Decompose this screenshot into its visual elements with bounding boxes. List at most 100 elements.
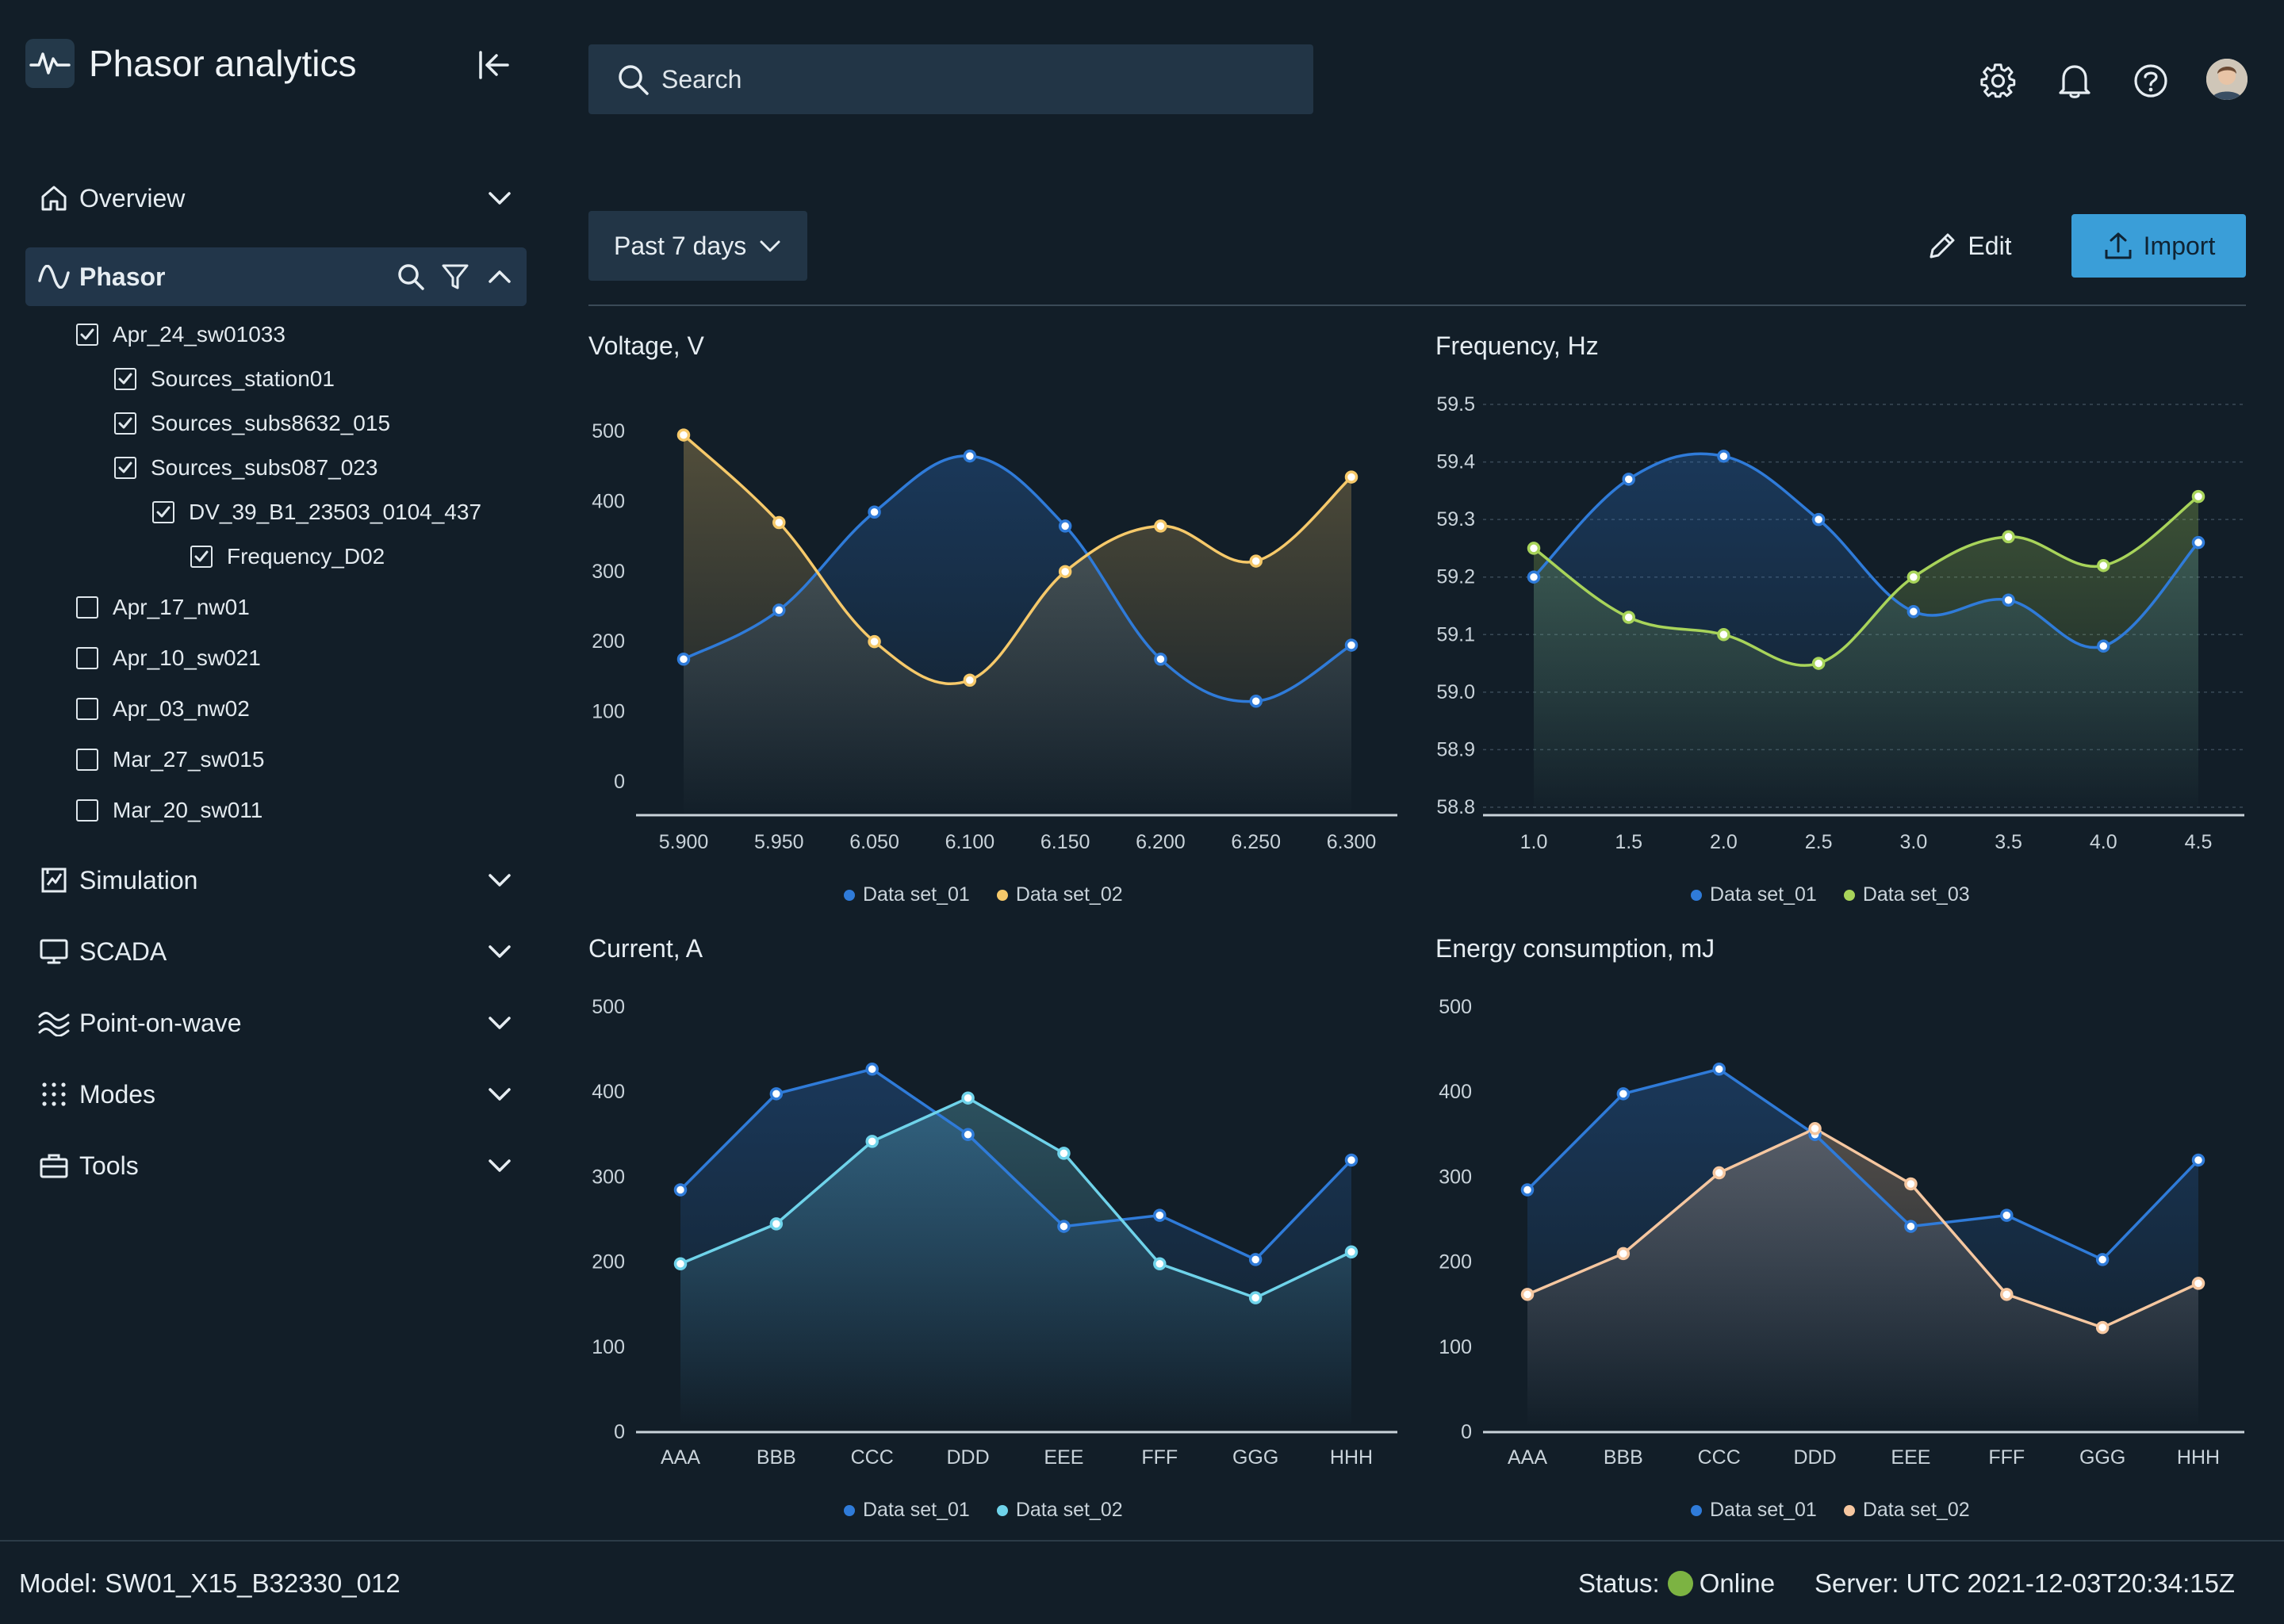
tree-item[interactable]: Apr_17_nw01 <box>76 590 250 625</box>
y-tick-label: 59.2 <box>1436 566 1475 588</box>
status-footer: Model: SW01_X15_B32330_012 Status: Onlin… <box>0 1540 2284 1624</box>
legend-item[interactable]: Data set_01 <box>1691 1499 1817 1522</box>
user-avatar[interactable] <box>2206 59 2248 100</box>
import-label: Import <box>2143 231 2216 260</box>
settings-gear-icon[interactable] <box>1979 62 2018 100</box>
checkbox-checked[interactable] <box>152 501 174 523</box>
chevron-down-icon[interactable] <box>482 934 517 969</box>
x-tick-label: CCC <box>1698 1446 1741 1469</box>
tree-item-label: Frequency_D02 <box>227 544 385 569</box>
bell-notification-icon[interactable] <box>2056 62 2094 100</box>
tree-item-label: Apr_17_nw01 <box>113 595 250 619</box>
checkbox-unchecked[interactable] <box>76 749 98 771</box>
y-tick-label: 300 <box>1439 1166 1472 1188</box>
nav-label: Point-on-wave <box>79 1008 242 1037</box>
data-point <box>2191 489 2205 504</box>
nav-item-scada[interactable]: SCADA <box>25 923 527 980</box>
edit-button[interactable]: Edit <box>1910 211 2029 281</box>
x-tick-label: 4.0 <box>2090 831 2117 853</box>
legend-label: Data set_03 <box>1862 883 1970 906</box>
chevron-down-icon[interactable] <box>482 1077 517 1112</box>
data-point <box>1811 512 1826 527</box>
nav-item-phasor[interactable]: Phasor <box>25 247 527 306</box>
checkbox-checked[interactable] <box>114 457 136 479</box>
tree-item[interactable]: Sources_station01 <box>114 362 335 396</box>
checkbox-unchecked[interactable] <box>76 698 98 720</box>
legend-label: Data set_01 <box>1710 883 1817 906</box>
checkbox-unchecked[interactable] <box>76 799 98 822</box>
y-tick-label: 100 <box>592 1336 625 1358</box>
checkbox-checked[interactable] <box>114 412 136 435</box>
y-tick-label: 200 <box>592 1251 625 1274</box>
series-line <box>1526 1067 2200 1262</box>
data-point <box>1712 1166 1726 1180</box>
chevron-down-icon[interactable] <box>482 181 517 216</box>
data-point <box>676 428 691 442</box>
legend-item[interactable]: Data set_01 <box>1691 883 1817 906</box>
legend-item[interactable]: Data set_02 <box>996 1499 1123 1522</box>
checkbox-checked[interactable] <box>114 368 136 390</box>
tree-item-label: Sources_station01 <box>151 366 335 391</box>
nav-item-tools[interactable]: Tools <box>25 1137 527 1194</box>
chevron-up-icon[interactable] <box>482 259 517 294</box>
nav-item-point-on-wave[interactable]: Point-on-wave <box>25 994 527 1051</box>
tree-item[interactable]: Mar_20_sw011 <box>76 793 263 828</box>
tree-item[interactable]: Frequency_D02 <box>190 539 385 574</box>
x-tick-label: BBB <box>757 1446 796 1469</box>
current-chart-legend: Data set_01 Data set_02 <box>844 1499 1150 1522</box>
search-bar[interactable] <box>588 44 1313 114</box>
upload-icon <box>2105 232 2132 259</box>
y-tick-label: 59.4 <box>1436 451 1475 473</box>
nav-item-simulation[interactable]: Simulation <box>25 852 527 909</box>
help-question-icon[interactable] <box>2132 62 2170 100</box>
checkbox-unchecked[interactable] <box>76 647 98 669</box>
monitor-icon <box>36 934 71 969</box>
tree-item[interactable]: DV_39_B1_23503_0104_437 <box>152 495 481 530</box>
x-tick-label: 6.150 <box>1040 831 1090 853</box>
checkbox-checked[interactable] <box>190 546 213 568</box>
nav-item-modes[interactable]: Modes <box>25 1066 527 1123</box>
y-tick-label: 100 <box>1439 1336 1472 1358</box>
edit-label: Edit <box>1968 231 2012 260</box>
x-tick-label: FFF <box>1988 1446 2025 1469</box>
chevron-down-icon[interactable] <box>482 863 517 898</box>
tree-item[interactable]: Apr_10_sw021 <box>76 641 261 676</box>
checkbox-unchecked[interactable] <box>76 596 98 619</box>
collapse-sidebar-button[interactable] <box>473 44 514 86</box>
tree-item[interactable]: Sources_subs087_023 <box>114 450 377 485</box>
chevron-down-icon[interactable] <box>482 1148 517 1183</box>
data-point <box>1520 1183 1535 1197</box>
search-icon[interactable] <box>393 259 428 294</box>
home-icon <box>36 181 71 216</box>
tree-item[interactable]: Apr_03_nw02 <box>76 691 250 726</box>
x-tick-label: 3.0 <box>1899 831 1927 853</box>
y-tick-label: 58.8 <box>1436 796 1475 818</box>
x-tick-label: 1.0 <box>1520 831 1548 853</box>
data-point <box>1717 628 1730 642</box>
import-button[interactable]: Import <box>2071 214 2246 278</box>
legend-item[interactable]: Data set_01 <box>844 883 970 906</box>
series-area <box>1534 496 2198 817</box>
legend-item[interactable]: Data set_03 <box>1843 883 1970 906</box>
search-icon <box>619 65 649 95</box>
nav-item-overview[interactable]: Overview <box>25 170 527 227</box>
tree-item[interactable]: Apr_24_sw01033 <box>76 317 286 352</box>
data-point <box>676 653 691 666</box>
x-tick-label: AAA <box>661 1446 700 1469</box>
chevron-down-icon[interactable] <box>482 1005 517 1040</box>
tree-item[interactable]: Sources_subs8632_015 <box>114 406 390 441</box>
checkbox-checked[interactable] <box>76 324 98 346</box>
filter-icon[interactable] <box>438 259 473 294</box>
data-point <box>2002 593 2015 607</box>
toolbar-divider <box>588 304 2246 306</box>
chart-title-frequency: Frequency, Hz <box>1435 331 1599 360</box>
data-point <box>1904 1220 1918 1233</box>
data-point <box>961 1128 975 1142</box>
data-point <box>2097 639 2110 653</box>
search-input[interactable] <box>660 63 1266 95</box>
legend-item[interactable]: Data set_01 <box>844 1499 970 1522</box>
tree-item[interactable]: Mar_27_sw015 <box>76 742 264 777</box>
legend-item[interactable]: Data set_02 <box>1843 1499 1970 1522</box>
time-range-dropdown[interactable]: Past 7 days <box>588 211 807 281</box>
legend-item[interactable]: Data set_02 <box>996 883 1123 906</box>
